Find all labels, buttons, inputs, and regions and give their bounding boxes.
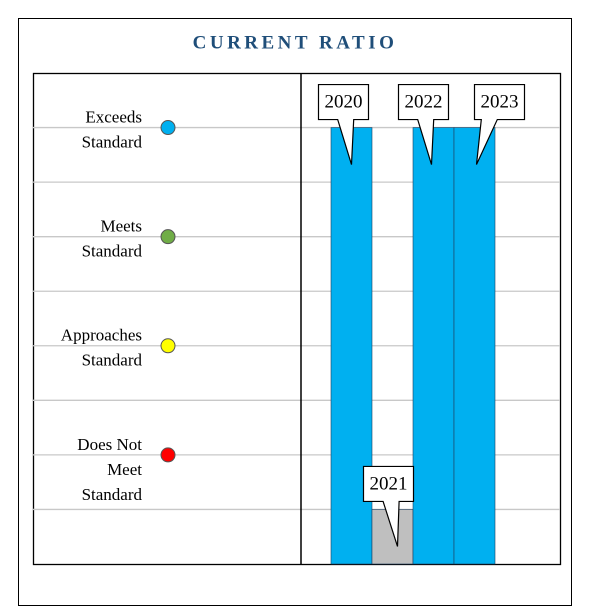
level-label: Standard xyxy=(82,485,143,504)
level-label: Approaches xyxy=(61,326,142,345)
bar xyxy=(453,127,496,565)
level-dot xyxy=(160,338,176,354)
callout xyxy=(317,83,370,165)
callout-label: 2020 xyxy=(325,91,363,112)
level-label: Exceeds xyxy=(85,107,142,126)
level-label: Meet xyxy=(107,460,142,479)
level-label: Meets xyxy=(100,217,142,236)
level-dot xyxy=(160,229,176,245)
level-label: Standard xyxy=(82,351,143,370)
callout-label: 2023 xyxy=(481,91,519,112)
level-label: Standard xyxy=(82,242,143,261)
callout xyxy=(473,83,526,165)
chart-title: CURRENT RATIO xyxy=(193,32,398,53)
level-dot xyxy=(160,120,176,136)
callout xyxy=(397,83,450,165)
bar xyxy=(412,127,455,565)
callout-label: 2021 xyxy=(370,473,408,494)
level-dot xyxy=(160,447,176,463)
level-label: Standard xyxy=(82,132,143,151)
callout-label: 2022 xyxy=(405,91,443,112)
level-label: Does Not xyxy=(77,435,142,454)
callout xyxy=(362,465,415,547)
